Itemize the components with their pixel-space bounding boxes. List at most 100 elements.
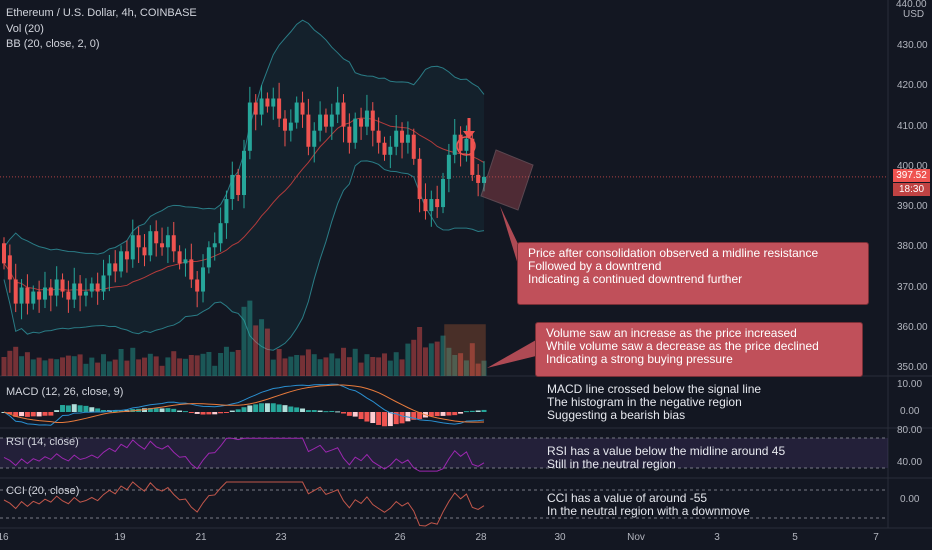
volume-bars xyxy=(1,300,487,376)
volume-bar xyxy=(171,351,177,376)
cci-legend[interactable]: CCI (20, close) xyxy=(6,485,80,497)
candle-body xyxy=(177,251,182,264)
candle-body xyxy=(405,134,410,143)
volume-bar xyxy=(364,354,370,376)
candle-body xyxy=(265,98,270,107)
candle-body xyxy=(72,283,77,300)
volume-bar xyxy=(177,358,183,376)
candle-body xyxy=(136,235,141,248)
candle-body xyxy=(83,291,88,296)
candle-body xyxy=(464,138,469,151)
price-annotation-box[interactable]: Price after consolidation observed a mid… xyxy=(517,242,869,305)
candle-body xyxy=(218,223,223,244)
volume-bar xyxy=(13,346,19,376)
price-tick: 390.00 xyxy=(897,201,928,213)
macd-histogram-bar xyxy=(446,412,452,416)
candle-body xyxy=(2,243,6,264)
macd-histogram-bar xyxy=(71,404,77,412)
macd-histogram-bar xyxy=(182,411,188,413)
macd-histogram-bar xyxy=(411,412,417,420)
volume-bar xyxy=(206,352,212,376)
macd-histogram-bar xyxy=(282,405,288,412)
price-tick: 410.00 xyxy=(897,120,928,132)
macd-histogram-bar xyxy=(118,410,124,412)
price-tick: 430.00 xyxy=(897,40,928,52)
candle-body xyxy=(95,283,100,292)
volume-bar xyxy=(141,357,147,376)
price-tick: 360.00 xyxy=(897,321,928,333)
candle-body xyxy=(329,114,334,127)
countdown-badge: 18:30 xyxy=(893,183,930,196)
macd-histogram-bar xyxy=(428,412,434,417)
cci-note: CCI has a value of around -55 In the neu… xyxy=(547,492,750,518)
candle-body xyxy=(119,251,124,272)
volume-bar xyxy=(259,319,265,376)
candle-body xyxy=(294,102,299,123)
volume-bar xyxy=(54,359,60,376)
volume-bar xyxy=(229,351,235,376)
candle-body xyxy=(341,102,346,127)
candle-body xyxy=(165,235,170,248)
candle-body xyxy=(201,267,206,292)
chart-title: Ethereum / U.S. Dollar, 4h, COINBASE xyxy=(6,7,197,19)
macd-histogram-bar xyxy=(223,412,229,413)
volume-bar xyxy=(241,306,247,376)
candle-body xyxy=(411,134,416,159)
resistance-circle xyxy=(456,136,476,156)
rsi-legend[interactable]: RSI (14, close) xyxy=(6,436,79,448)
currency-label[interactable]: USD xyxy=(903,9,925,20)
macd-histogram-bar xyxy=(341,412,347,414)
candle-body xyxy=(423,199,428,212)
price-tick: 370.00 xyxy=(897,281,928,293)
candle-body xyxy=(195,279,200,292)
volume-bar xyxy=(264,328,270,376)
macd-histogram-bar xyxy=(200,412,206,415)
candle-body xyxy=(60,279,65,292)
macd-histogram-bar xyxy=(112,410,118,412)
macd-histogram-bar xyxy=(141,408,147,412)
candlesticks xyxy=(2,82,486,320)
volume-bar xyxy=(422,347,428,376)
macd-histogram-bar xyxy=(358,412,364,420)
macd-histogram-bar xyxy=(24,412,30,417)
macd-legend[interactable]: MACD (12, 26, close, 9) xyxy=(6,386,124,398)
candle-body xyxy=(382,142,387,155)
candle-body xyxy=(353,118,358,143)
candle-body xyxy=(277,98,282,119)
macd-histogram-bar xyxy=(317,410,323,412)
candle-body xyxy=(189,259,194,280)
volume-annotation-box[interactable]: Volume saw an increase as the price incr… xyxy=(535,322,863,377)
macd-histogram-bar xyxy=(393,412,399,425)
rsi-tick-40: 40.00 xyxy=(897,457,923,468)
macd-histogram-bar xyxy=(259,403,265,412)
volume-annotation-line-3: Indicating a strong buying pressure xyxy=(546,352,733,366)
volume-bar xyxy=(65,355,71,376)
volume-bar xyxy=(311,354,317,376)
bb-legend[interactable]: BB (20, close, 2, 0) xyxy=(6,38,100,50)
volume-bar xyxy=(42,360,48,376)
volume-bar xyxy=(387,360,393,376)
volume-bar xyxy=(200,353,206,376)
indicator-panels xyxy=(0,383,888,527)
rsi-note-line-2: Still in the neutral region xyxy=(547,457,676,471)
macd-histogram-bar xyxy=(370,412,376,424)
macd-histogram-bar xyxy=(300,408,306,412)
candle-body xyxy=(288,122,293,131)
macd-histogram-bar xyxy=(95,408,101,412)
projection-box xyxy=(480,149,534,211)
macd-histogram-bar xyxy=(36,412,42,417)
volume-legend[interactable]: Vol (20) xyxy=(6,23,44,35)
candle-body xyxy=(259,98,264,115)
volume-bar xyxy=(276,349,282,376)
current-price-badge: 397.52 xyxy=(893,169,930,182)
macd-histogram-bar xyxy=(177,410,183,412)
volume-bar xyxy=(71,356,77,376)
candle-body xyxy=(42,287,47,300)
volume-bar xyxy=(376,357,382,376)
volume-bar xyxy=(95,362,101,376)
candle-body xyxy=(446,154,451,179)
volume-bar xyxy=(370,357,376,376)
volume-bar xyxy=(223,346,229,376)
price-tick: 400.00 xyxy=(897,160,928,172)
